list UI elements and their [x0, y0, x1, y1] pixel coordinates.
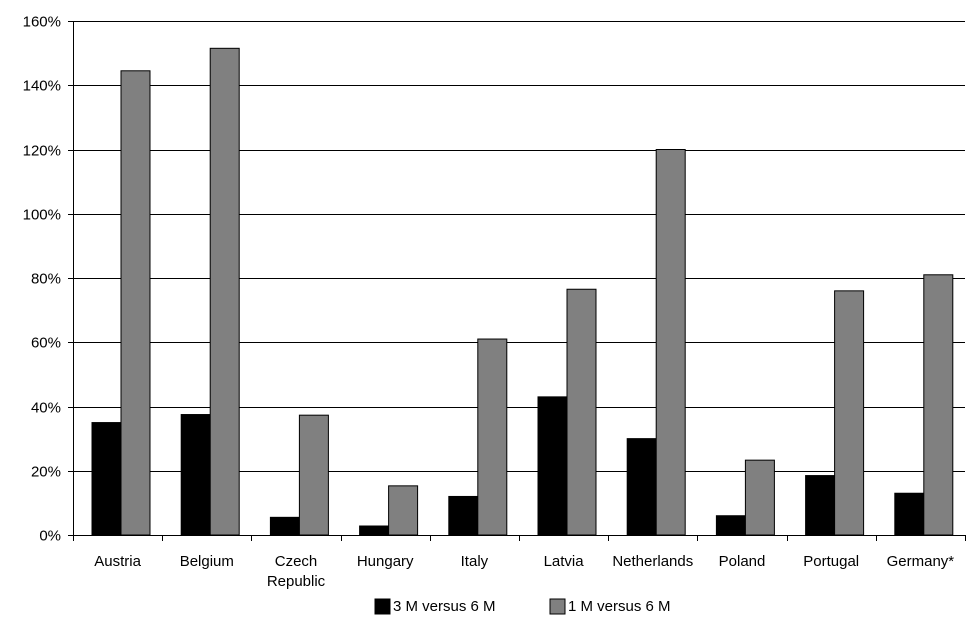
x-tick-label-line: Latvia — [544, 553, 585, 570]
y-tick-label: 60% — [31, 335, 61, 352]
bar-3m-vs-6m — [715, 515, 746, 536]
x-tick-label-line: Hungary — [357, 553, 414, 570]
y-tick-labels: 0% 20% 40% 60% 80% 100% 120% 140% 160% — [23, 14, 61, 545]
bar-1m-vs-6m — [834, 290, 865, 536]
bar-1m-vs-6m — [209, 47, 240, 536]
x-tick-label: Belgium — [180, 553, 234, 570]
x-tick-label: Czech Republic — [267, 553, 326, 590]
legend-label: 3 M versus 6 M — [393, 598, 496, 615]
bar-3m-vs-6m — [626, 438, 657, 536]
x-tick-label: Portugal — [803, 553, 859, 570]
x-tick-label: Italy — [461, 553, 489, 570]
gridlines — [73, 21, 965, 472]
bar-1m-vs-6m — [744, 459, 775, 536]
bar-3m-vs-6m — [91, 422, 122, 536]
bar-3m-vs-6m — [359, 525, 390, 536]
x-tick-label-line: Portugal — [803, 553, 859, 570]
bar-1m-vs-6m — [477, 338, 508, 536]
legend-label: 1 M versus 6 M — [568, 598, 671, 615]
legend-swatch — [549, 598, 566, 615]
x-tick-label: Austria — [94, 553, 141, 570]
x-tick-label-line: Belgium — [180, 553, 234, 570]
x-tick-label-line: Italy — [461, 553, 489, 570]
bar-1m-vs-6m — [120, 70, 151, 536]
y-tick-label: 40% — [31, 400, 61, 417]
x-tick-label: Hungary — [357, 553, 414, 570]
legend-swatch — [374, 598, 391, 615]
x-tick-label-line: Czech — [275, 553, 318, 570]
bar-1m-vs-6m — [298, 414, 329, 536]
bars — [91, 47, 954, 536]
y-tick-label: 100% — [23, 207, 61, 224]
bar-3m-vs-6m — [448, 495, 479, 536]
y-tick-label: 120% — [23, 143, 61, 160]
bar-3m-vs-6m — [805, 475, 836, 536]
bar-1m-vs-6m — [923, 274, 954, 536]
x-tick-labels: Austria Belgium Czech Republic Hungary Italy L… — [94, 553, 954, 590]
x-tick-label-line: Netherlands — [612, 553, 693, 570]
y-tick-label: 160% — [23, 14, 61, 31]
legend: 3 M versus 6 M 1 M versus 6 M — [374, 598, 671, 615]
bar-3m-vs-6m — [537, 396, 568, 536]
y-tick-label: 140% — [23, 78, 61, 95]
y-tick-label: 80% — [31, 271, 61, 288]
x-tick-label: Poland — [719, 553, 766, 570]
x-tick-label-line: Poland — [719, 553, 766, 570]
y-tick-label: 0% — [39, 528, 61, 545]
bar-3m-vs-6m — [894, 492, 925, 536]
y-tick-label: 20% — [31, 464, 61, 481]
axes — [68, 21, 966, 541]
bar-3m-vs-6m — [269, 516, 300, 536]
bar-3m-vs-6m — [180, 414, 211, 536]
bar-1m-vs-6m — [566, 288, 597, 536]
x-tick-label-line: Germany* — [887, 553, 955, 570]
x-tick-label: Netherlands — [612, 553, 693, 570]
x-tick-label-line: Republic — [267, 573, 326, 590]
x-tick-label: Germany* — [887, 553, 955, 570]
bar-1m-vs-6m — [388, 485, 419, 536]
x-tick-label: Latvia — [544, 553, 585, 570]
bar-1m-vs-6m — [655, 149, 686, 536]
x-tick-label-line: Austria — [94, 553, 141, 570]
